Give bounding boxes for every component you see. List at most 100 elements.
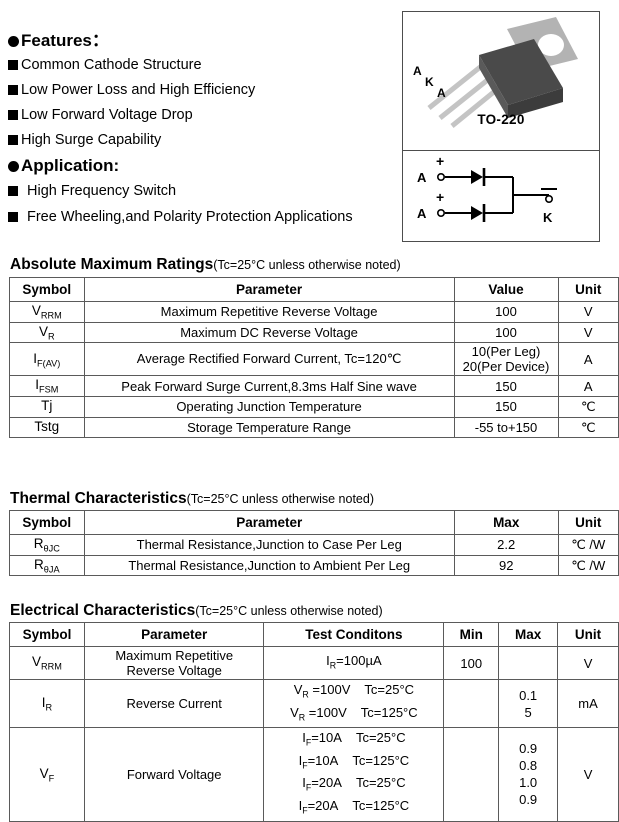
cell-unit: V [557, 301, 619, 323]
symbol-main: Tstg [34, 418, 60, 434]
feature-item: Low Power Loss and High Efficiency [8, 78, 398, 103]
application-item-label: Free Wheeling,and Polarity Protection Ap… [27, 209, 353, 225]
table-row: VR Maximum DC Reverse Voltage 100 V [9, 321, 619, 344]
condition-line: IF=20A Tc=25°C [266, 774, 441, 797]
thermal-heading-note: (Tc=25°C unless otherwise noted) [186, 492, 374, 506]
cell-max-line: 5 [524, 704, 532, 720]
cell-max-line: 0.9 [519, 741, 538, 757]
condition-line: IF=10A Tc=125°C [266, 752, 441, 775]
condition-line: VR =100V Tc=25°C [266, 681, 441, 704]
cell-symbol: Tstg [9, 416, 85, 439]
condition-symbol-sub: R [329, 660, 337, 671]
cell-unit: A [557, 375, 619, 398]
condition-temperature: Tc=25°C [355, 775, 406, 791]
symbol-main: I [33, 350, 38, 366]
feature-item-label: Low Forward Voltage Drop [21, 107, 193, 123]
symbol-main: V [31, 303, 41, 318]
cell-max-line: 0.9 [519, 792, 538, 808]
condition-value: =10A [307, 752, 339, 768]
terminal-anode-2 [436, 208, 445, 217]
cell-unit: V [557, 727, 619, 822]
symbol-sub: F [48, 773, 55, 784]
table-row: Tstg Storage Temperature Range -55 to+15… [9, 416, 619, 439]
cell-symbol: RθJC [9, 534, 85, 556]
cell-max [498, 646, 559, 680]
table-row: RθJA Thermal Resistance,Junction to Ambi… [9, 554, 619, 577]
cell-max-line: 1.0 [519, 775, 538, 791]
lead-label-a1: A [413, 64, 422, 78]
feature-item: Low Forward Voltage Drop [8, 103, 398, 128]
condition-value: =20A [311, 775, 342, 791]
cell-value: -55 to+150 [453, 416, 559, 439]
table-row: VF Forward Voltage IF=10A Tc=25°C IF=10A T… [9, 727, 619, 822]
cell-min [443, 727, 500, 822]
feature-item: High Surge Capability [8, 128, 398, 153]
condition-symbol-sub: F [305, 737, 312, 748]
column-header-symbol: Symbol [9, 277, 85, 302]
symbol-sub: RRM [40, 310, 62, 321]
features-heading-label: Features [21, 31, 92, 50]
application-item: High Frequency Switch [8, 178, 398, 204]
cell-max: 92 [453, 554, 559, 577]
cell-parameter: Storage Temperature Range [83, 416, 455, 439]
symbol-main: I [35, 377, 39, 393]
cell-unit: V [557, 321, 619, 344]
condition-symbol-sub: F [302, 760, 308, 771]
amr-heading-note: (Tc=25°C unless otherwise noted) [213, 258, 401, 272]
diode-symbol-2 [471, 206, 483, 220]
cell-symbol: IFSM [9, 375, 85, 398]
features-heading-colon: ： [91, 31, 109, 50]
condition-value: =100V [305, 704, 347, 720]
condition-symbol-main: I [302, 775, 306, 791]
cell-min: 100 [443, 646, 500, 680]
electrical-heading-note: (Tc=25°C unless otherwise noted) [195, 604, 383, 618]
cell-parameter: Average Rectified Forward Current, Tc=12… [83, 342, 455, 377]
circle-bullet-icon [8, 161, 19, 172]
application-item: Free Wheeling,and Polarity Protection Ap… [8, 204, 398, 230]
condition-value: =100µA [336, 652, 382, 668]
plus-sign-2: + [436, 189, 444, 205]
plus-sign-1: + [436, 153, 444, 169]
column-header-max: Max [453, 510, 559, 535]
application-item-label: High Frequency Switch [27, 183, 177, 199]
condition-line: IF=20A Tc=125°C [266, 797, 441, 820]
cell-parameter: Peak Forward Surge Current,8.3ms Half Si… [83, 375, 455, 398]
cell-max-line: 0.1 [519, 687, 538, 703]
table-row: IFSM Peak Forward Surge Current,8.3ms Ha… [9, 375, 619, 398]
condition-temperature: Tc=25°C [355, 730, 406, 746]
symbol-sub: R [45, 702, 53, 713]
cell-unit: A [557, 342, 619, 377]
column-header-min: Min [443, 622, 500, 647]
cell-test-conditions: VR =100V Tc=25°C VR =100V Tc=125°C [263, 678, 445, 729]
cell-value: 100 [453, 321, 559, 344]
column-header-test-conditions: Test Conditons [263, 622, 445, 647]
cell-value-line: 20(Per Device) [462, 359, 550, 375]
terminal-anode-1 [436, 172, 445, 181]
cell-symbol: VR [9, 321, 85, 344]
condition-symbol-main: I [302, 730, 306, 746]
feature-item-label: Low Power Loss and High Efficiency [21, 82, 256, 98]
feature-item-label: High Surge Capability [21, 132, 162, 148]
feature-item-label: Common Cathode Structure [21, 57, 202, 73]
table-header-row: Symbol Parameter Max Unit [9, 510, 619, 535]
symbol-sub: θJC [43, 543, 60, 554]
symbol-main: V [32, 654, 42, 670]
to220-package-drawing: A K A [413, 17, 578, 128]
cell-unit: V [557, 646, 619, 680]
condition-value: =10A [311, 730, 342, 746]
cell-unit: ℃ /W [557, 534, 619, 556]
cell-symbol: IF(AV) [9, 342, 85, 377]
table-header-row: Symbol Parameter Test Conditons Min Max … [9, 622, 619, 647]
cell-unit: ℃ /W [557, 554, 619, 577]
schematic-anode-label-2: A [417, 206, 427, 221]
package-photo-panel: A K A TO-220 [403, 12, 599, 151]
square-bullet-icon [8, 212, 18, 222]
cell-value: 150 [453, 375, 559, 398]
circle-bullet-icon [8, 36, 19, 47]
cell-parameter: Forward Voltage [83, 727, 265, 822]
condition-temperature: Tc=125°C [360, 704, 418, 720]
symbol-main: I [41, 694, 46, 710]
amr-heading-title: Absolute Maximum Ratings [10, 256, 214, 273]
column-header-parameter: Parameter [83, 622, 265, 647]
cell-value: 10(Per Leg) 20(Per Device) [453, 342, 559, 377]
